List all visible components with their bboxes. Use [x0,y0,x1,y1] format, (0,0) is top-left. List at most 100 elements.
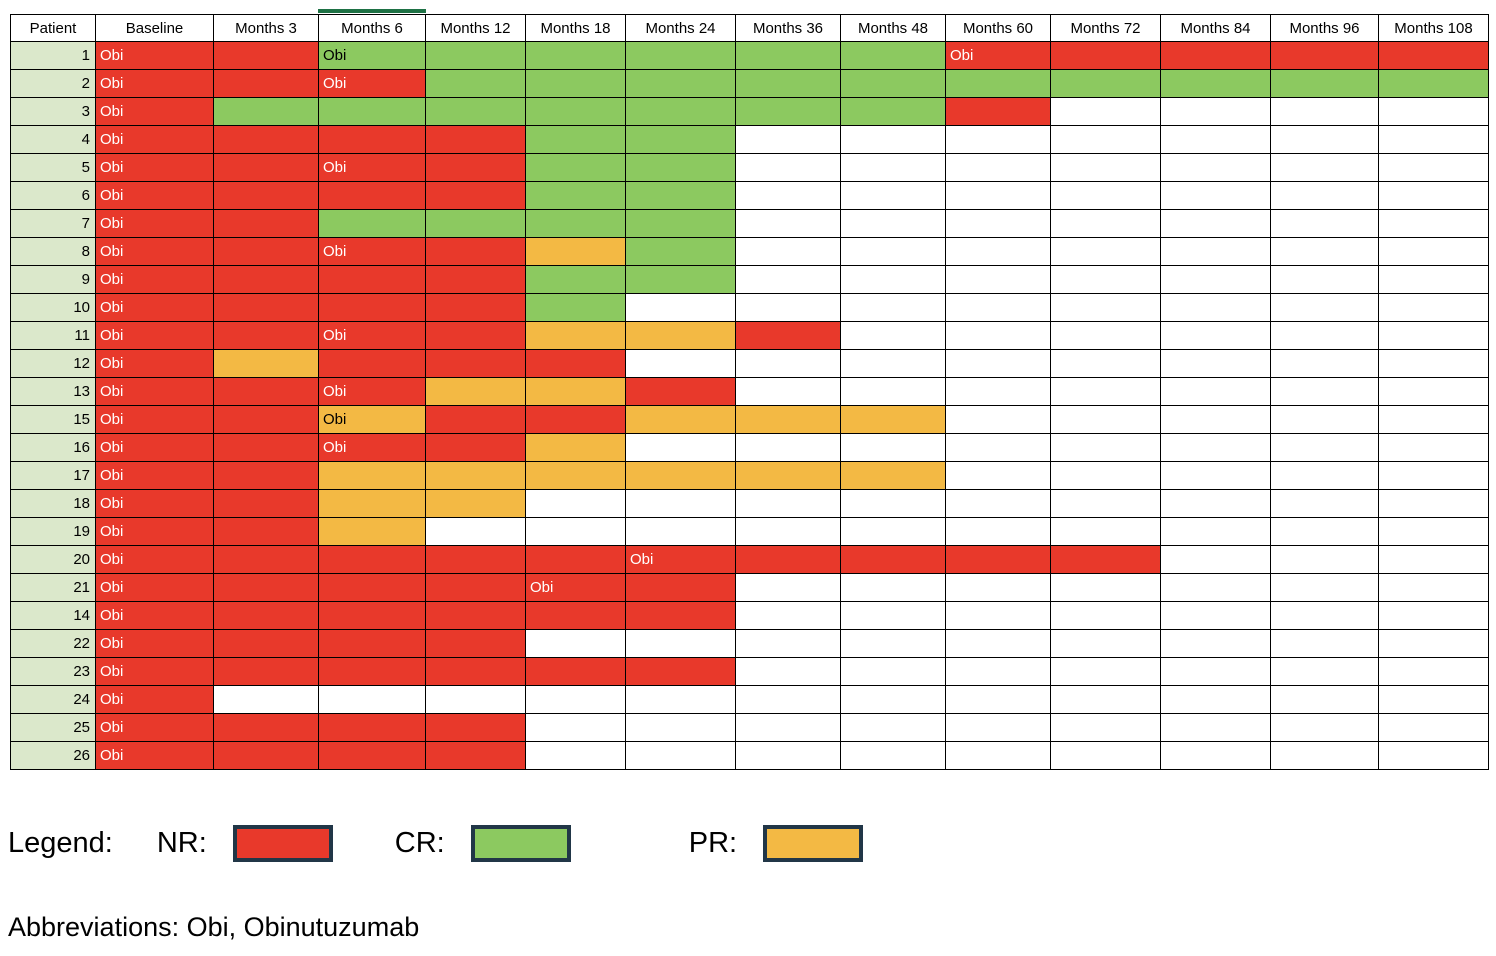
response-cell [625,657,736,686]
legend-item-pr: PR: [689,825,864,862]
response-cell [318,685,426,714]
response-cell [1160,545,1271,574]
response-cell [525,265,626,294]
response-cell [1378,685,1489,714]
response-cell [735,41,841,70]
response-cell [1270,405,1379,434]
response-cell [840,265,946,294]
response-cell [425,629,526,658]
response-cell [1270,461,1379,490]
response-cell [1378,181,1489,210]
patient-cell: 18 [10,489,96,518]
response-cell [1270,265,1379,294]
response-cell [840,69,946,98]
response-cell [318,293,426,322]
response-cell [945,405,1051,434]
patient-cell: 21 [10,573,96,602]
response-cell [425,741,526,770]
response-cell [213,125,319,154]
response-cell [1270,629,1379,658]
response-cell [318,657,426,686]
response-cell: Obi [318,433,426,462]
patient-cell: 16 [10,433,96,462]
obi-label: Obi [100,243,124,260]
patient-row: 19 Obi [10,517,1489,546]
obi-label: Obi [100,551,124,568]
response-cell [213,237,319,266]
response-cell [840,237,946,266]
response-cell [1050,517,1161,546]
response-cell: Obi [95,713,214,742]
obi-label: Obi [100,47,124,64]
response-cell [1270,97,1379,126]
response-cell: Obi [95,209,214,238]
column-header: Months 36 [735,14,841,42]
response-cell [1270,349,1379,378]
patient-row: 4 Obi [10,125,1489,154]
response-cell [625,237,736,266]
response-cell [1160,601,1271,630]
obi-label: Obi [100,747,124,764]
response-cell [525,433,626,462]
response-cell [318,489,426,518]
response-cell [1378,657,1489,686]
response-cell [945,433,1051,462]
response-cell [525,41,626,70]
response-cell [1378,573,1489,602]
response-cell [1270,153,1379,182]
response-cell [945,741,1051,770]
response-cell [525,125,626,154]
response-cell [213,97,319,126]
response-cell [318,601,426,630]
response-cell [213,545,319,574]
response-cell [425,41,526,70]
response-cell [213,293,319,322]
response-cell [625,293,736,322]
column-header: Months 48 [840,14,946,42]
response-cell [1050,405,1161,434]
response-cell [840,685,946,714]
response-cell [525,517,626,546]
response-cell [840,209,946,238]
response-cell [945,153,1051,182]
response-cell [945,489,1051,518]
response-cell [425,433,526,462]
response-cell [735,741,841,770]
response-cell: Obi [95,377,214,406]
obi-label: Obi [323,439,347,456]
legend-swatch-pr [763,825,864,862]
response-cell [945,601,1051,630]
response-cell [525,377,626,406]
response-cell [625,97,736,126]
patient-cell: 2 [10,69,96,98]
response-cell: Obi [95,629,214,658]
response-cell [425,545,526,574]
response-cell: Obi [95,41,214,70]
response-cell [425,685,526,714]
response-cell: Obi [95,265,214,294]
response-cell [1160,713,1271,742]
response-cell [213,601,319,630]
patient-row: 7 Obi [10,209,1489,238]
column-header: Months 24 [625,14,736,42]
response-cell: Obi [95,573,214,602]
response-cell [1160,41,1271,70]
response-cell [525,181,626,210]
response-cell [945,629,1051,658]
response-cell [945,125,1051,154]
column-header: Months 96 [1270,14,1379,42]
response-cell [425,237,526,266]
response-cell [525,69,626,98]
response-cell [425,153,526,182]
obi-label: Obi [100,663,124,680]
response-cell [625,349,736,378]
response-cell [425,461,526,490]
response-cell [735,377,841,406]
response-cell [1160,349,1271,378]
response-cell [625,69,736,98]
response-cell [1270,321,1379,350]
patient-cell: 3 [10,97,96,126]
response-cell: Obi [95,181,214,210]
response-cell [840,545,946,574]
response-cell [1378,265,1489,294]
